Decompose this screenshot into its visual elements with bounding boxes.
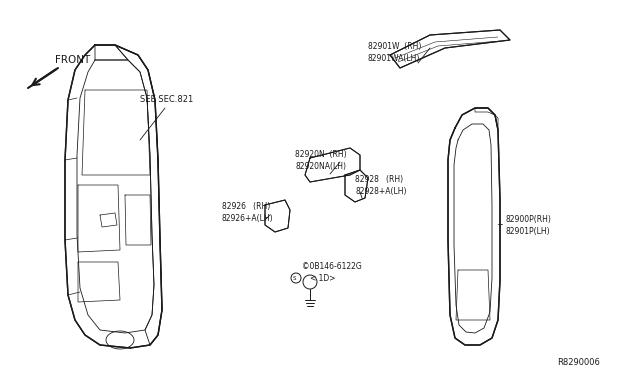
Text: 82926   (RH): 82926 (RH) [222,202,270,211]
Text: 82928+A(LH): 82928+A(LH) [355,187,406,196]
Text: 82900P(RH): 82900P(RH) [505,215,551,224]
Text: < 1D>: < 1D> [310,274,335,283]
Text: SEE SEC.821: SEE SEC.821 [140,95,193,104]
Text: 82920NA(LH): 82920NA(LH) [295,162,346,171]
Polygon shape [390,30,510,68]
Text: 82928   (RH): 82928 (RH) [355,175,403,184]
Text: ©0B146-6122G: ©0B146-6122G [302,262,362,271]
Polygon shape [265,200,290,232]
Polygon shape [448,108,500,345]
Text: 82901P(LH): 82901P(LH) [505,227,550,236]
Text: R8290006: R8290006 [557,358,600,367]
Text: S: S [292,276,296,280]
Polygon shape [305,148,360,182]
Text: 82901WA(LH): 82901WA(LH) [368,54,420,63]
Polygon shape [65,45,162,348]
Text: FRONT: FRONT [55,55,90,65]
Polygon shape [345,170,368,202]
Text: 82926+A(LH): 82926+A(LH) [222,214,274,223]
Text: 82920N  (RH): 82920N (RH) [295,150,347,159]
Text: 82901W  (RH): 82901W (RH) [368,42,421,51]
